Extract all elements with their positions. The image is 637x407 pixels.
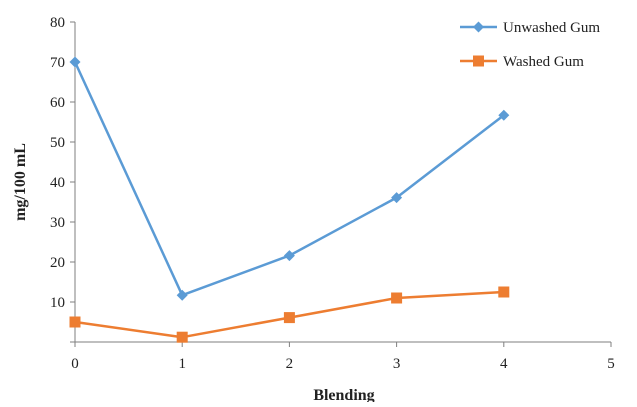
data-point <box>69 316 81 328</box>
x-tick-label: 0 <box>71 356 79 372</box>
series-washed-gum <box>69 286 510 343</box>
legend-label: Washed Gum <box>503 54 584 70</box>
y-tick-label: 70 <box>50 55 65 71</box>
data-point <box>498 109 510 121</box>
series-layer <box>69 56 510 343</box>
ticks-layer: 0 1 2 3 4 5 80 70 60 50 40 30 20 10 <box>50 15 615 372</box>
y-axis-title: mg/100 mL <box>12 143 29 221</box>
y-tick-label: 50 <box>50 135 65 151</box>
y-tick-label: 80 <box>50 15 65 31</box>
x-tick-label: 1 <box>178 356 186 372</box>
y-tick-label: 40 <box>50 175 65 191</box>
x-tick-label: 3 <box>393 356 401 372</box>
legend-label: Unwashed Gum <box>503 20 600 36</box>
x-axis-title: Blending <box>313 387 374 402</box>
data-point <box>176 331 188 343</box>
y-tick-label: 30 <box>50 215 65 231</box>
legend-entry: Unwashed Gum <box>460 20 600 36</box>
data-point <box>391 192 403 204</box>
legend-marker <box>473 21 484 33</box>
y-tick-label: 60 <box>50 95 65 111</box>
series-unwashed-gum <box>69 56 510 301</box>
x-tick-label: 4 <box>500 356 508 372</box>
y-tick-label: 20 <box>50 255 65 271</box>
data-point <box>69 56 81 68</box>
data-point <box>283 312 295 324</box>
legend-marker <box>473 55 484 67</box>
y-tick-label: 10 <box>50 295 65 311</box>
data-point <box>283 250 295 262</box>
legend-entry: Washed Gum <box>460 54 584 70</box>
x-tick-label: 5 <box>607 356 615 372</box>
data-point <box>391 292 403 304</box>
data-point <box>176 289 188 301</box>
data-point <box>498 286 510 298</box>
x-tick-label: 2 <box>286 356 294 372</box>
axes-layer <box>74 22 611 343</box>
legend: Unwashed Gum Washed Gum <box>460 20 600 70</box>
